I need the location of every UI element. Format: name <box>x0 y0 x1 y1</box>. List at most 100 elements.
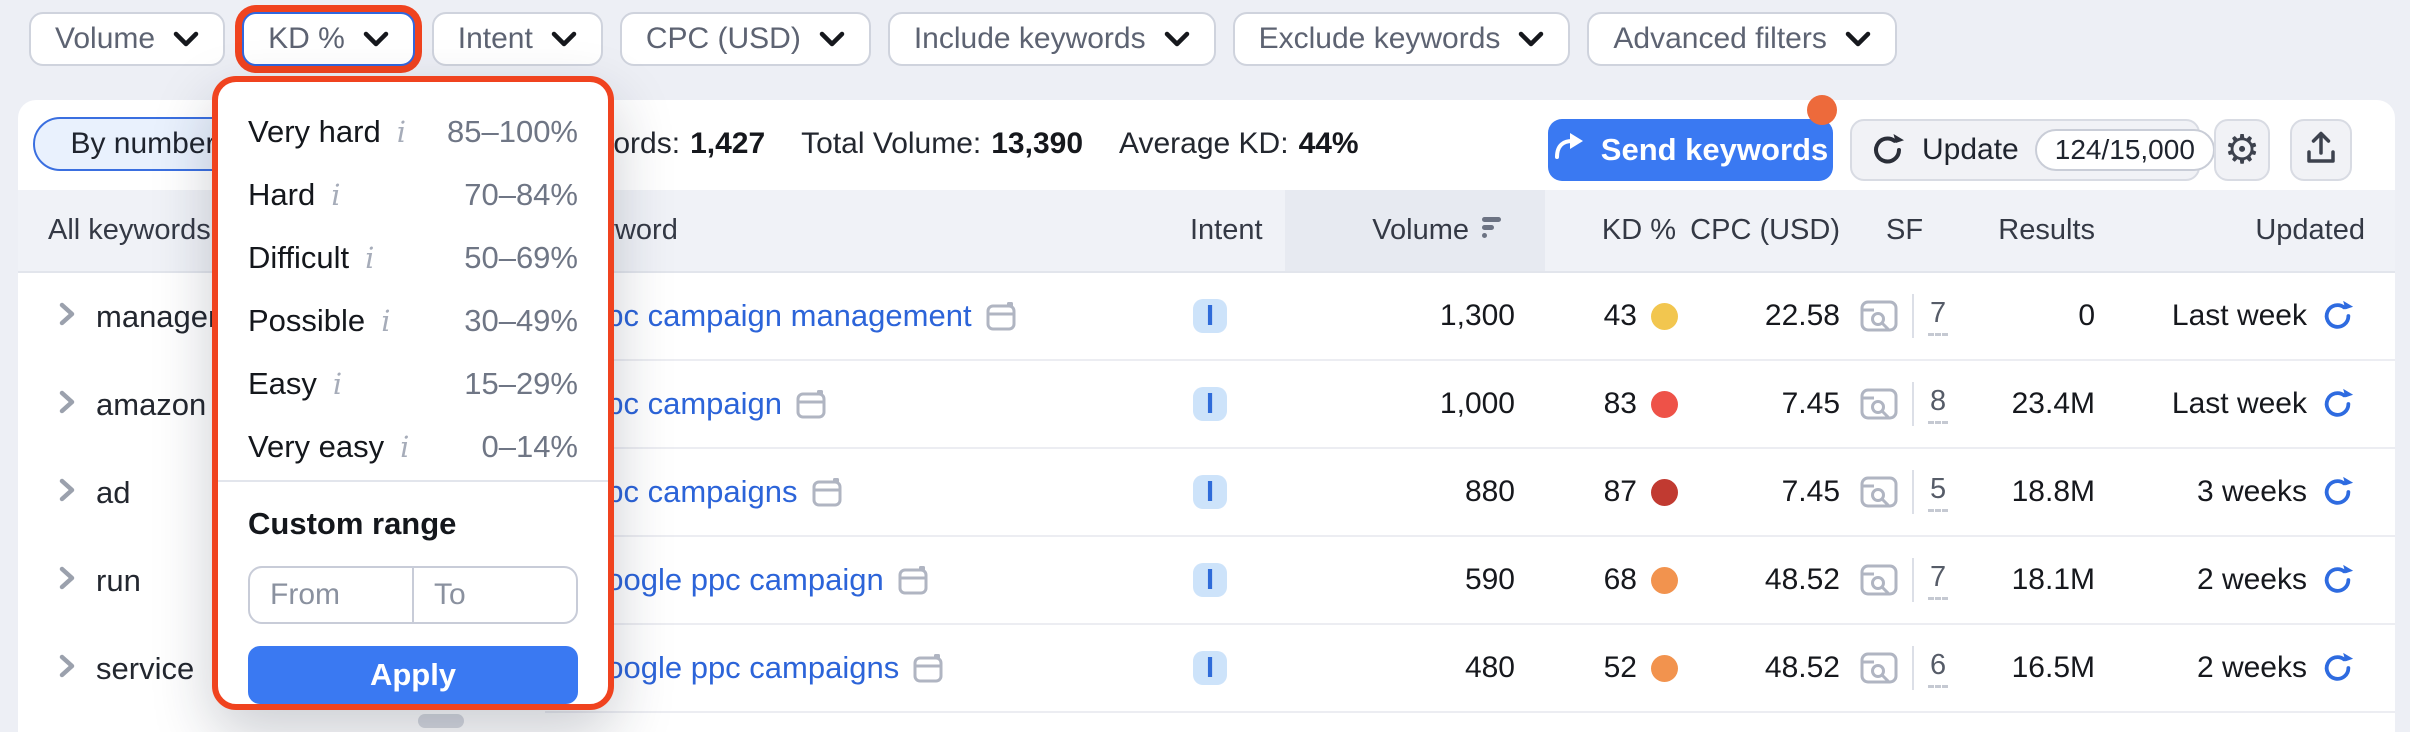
keyword-cell: ppc campaign <box>545 386 1135 422</box>
chevron-right-icon <box>58 563 76 599</box>
intent-badge[interactable]: I <box>1193 475 1227 509</box>
horizontal-scrollbar-thumb[interactable] <box>418 714 464 728</box>
total-volume-value: 13,390 <box>991 127 1084 160</box>
kd-difficulty-option[interactable]: Very easy i 0–14% <box>218 415 608 478</box>
column-header-cpc[interactable]: CPC (USD) <box>1690 214 1840 246</box>
update-button[interactable]: Update 124/15,000 <box>1850 119 2215 181</box>
refresh-keyword-icon[interactable] <box>2321 563 2355 597</box>
info-icon[interactable]: i <box>381 303 391 338</box>
serp-features-icon[interactable] <box>812 477 842 507</box>
export-button[interactable] <box>2290 119 2352 181</box>
sf-count[interactable]: 8 <box>1928 385 1949 424</box>
serp-preview-icon[interactable] <box>1860 652 1898 684</box>
gear-icon: ⚙ <box>2224 128 2260 172</box>
range-from-input[interactable] <box>250 568 414 622</box>
serp-preview-icon[interactable] <box>1860 476 1898 508</box>
keyword-table-row[interactable]: ppc campaign I 1,000 83 7.45 8 23.4M Las… <box>545 361 2395 449</box>
settings-button[interactable]: ⚙ <box>2214 119 2270 181</box>
column-header-intent[interactable]: Intent <box>1190 214 1263 246</box>
column-header-kd[interactable]: KD % <box>1601 214 1676 246</box>
refresh-keyword-icon[interactable] <box>2321 299 2355 333</box>
chevron-down-icon <box>551 31 577 47</box>
column-header-results[interactable]: Results <box>1998 214 2095 246</box>
send-keywords-button[interactable]: Send keywords <box>1548 119 1833 181</box>
filter-cpc-button[interactable]: CPC (USD) <box>619 12 871 66</box>
serp-features-icon[interactable] <box>898 565 928 595</box>
filter-intent-button[interactable]: Intent <box>431 12 603 66</box>
keyword-table-row[interactable]: ppc campaign management I 1,300 43 22.58… <box>545 273 2395 361</box>
kd-difficulty-dot <box>1651 390 1678 418</box>
sidebar-group-item[interactable]: run <box>18 537 545 625</box>
cell-divider <box>1912 558 1914 602</box>
info-icon[interactable]: i <box>400 429 410 464</box>
updated-text: 2 weeks <box>2196 651 2307 684</box>
send-arrow-icon <box>1553 132 1587 168</box>
sidebar-header-all-keywords[interactable]: All keywords <box>48 214 211 246</box>
sidebar-group-label: ad <box>96 475 131 510</box>
sidebar-group-item[interactable]: amazon <box>18 361 545 449</box>
sf-count[interactable]: 5 <box>1928 473 1949 512</box>
serp-features-icon[interactable] <box>796 389 826 419</box>
keyword-table-row[interactable]: ppc campaigns I 880 87 7.45 5 18.8M 3 we… <box>545 449 2395 537</box>
info-icon[interactable]: i <box>331 177 341 212</box>
sf-count[interactable]: 7 <box>1928 561 1949 600</box>
column-header-keyword[interactable]: Keyword <box>565 214 678 246</box>
intent-badge[interactable]: I <box>1193 387 1227 421</box>
column-header-volume[interactable]: Volume <box>1285 190 1545 271</box>
refresh-keyword-icon[interactable] <box>2321 651 2355 685</box>
kd-difficulty-option[interactable]: Possible i 30–49% <box>218 289 608 352</box>
chevron-down-icon <box>173 31 199 47</box>
column-header-updated[interactable]: Updated <box>2255 214 2365 246</box>
keyword-cell: google ppc campaign <box>545 562 1135 598</box>
kd-difficulty-option[interactable]: Easy i 15–29% <box>218 352 608 415</box>
dropdown-divider <box>218 480 608 482</box>
chevron-right-icon <box>58 475 76 511</box>
filter-include-keywords-button[interactable]: Include keywords <box>887 12 1216 66</box>
kd-difficulty-option[interactable]: Very hard i 85–100% <box>218 100 608 163</box>
kd-difficulty-option[interactable]: Hard i 70–84% <box>218 163 608 226</box>
intent-badge[interactable]: I <box>1193 299 1227 333</box>
keyword-link[interactable]: google ppc campaigns <box>589 650 900 685</box>
serp-features-icon[interactable] <box>913 653 943 683</box>
intent-badge[interactable]: I <box>1193 563 1227 597</box>
filter-advanced-filters-button[interactable]: Advanced filters <box>1587 12 1897 66</box>
kd-difficulty-option[interactable]: Difficult i 50–69% <box>218 226 608 289</box>
info-icon[interactable]: i <box>332 366 343 401</box>
keyword-table-row[interactable]: google ppc campaign I 590 68 48.52 7 18.… <box>545 537 2395 625</box>
keyword-table-body: ppc campaign management I 1,300 43 22.58… <box>18 273 2395 713</box>
refresh-keyword-icon[interactable] <box>2321 387 2355 421</box>
column-header-sf[interactable]: SF <box>1886 214 1924 246</box>
filter-volume-label: Volume <box>55 22 156 55</box>
kd-cell: 43 <box>1545 299 1690 333</box>
sidebar-group-item[interactable]: ad <box>18 449 545 537</box>
keyword-table-row[interactable]: google ppc campaigns I 480 52 48.52 6 16… <box>545 625 2395 713</box>
refresh-keyword-icon[interactable] <box>2321 475 2355 509</box>
kd-cell: 87 <box>1545 475 1690 509</box>
sf-count[interactable]: 6 <box>1928 649 1949 688</box>
intent-badge[interactable]: I <box>1193 651 1227 685</box>
filter-exclude-keywords-button[interactable]: Exclude keywords <box>1232 12 1571 66</box>
range-to-input[interactable] <box>414 568 576 622</box>
keyword-link[interactable]: ppc campaigns <box>589 474 798 509</box>
updated-cell: 2 weeks <box>2105 651 2395 685</box>
sf-count[interactable]: 7 <box>1928 297 1949 336</box>
filter-kd-button[interactable]: KD % <box>242 12 415 66</box>
sf-cell: 8 <box>1850 382 1985 426</box>
keyword-link[interactable]: ppc campaign <box>589 386 783 421</box>
keyword-link[interactable]: ppc campaign management <box>589 298 972 333</box>
updated-text: 3 weeks <box>2196 475 2307 508</box>
serp-features-icon[interactable] <box>986 301 1016 331</box>
serp-preview-icon[interactable] <box>1860 300 1898 332</box>
filter-volume-button[interactable]: Volume <box>29 12 226 66</box>
export-icon <box>2305 131 2337 170</box>
keyword-link[interactable]: google ppc campaign <box>589 562 884 597</box>
serp-preview-icon[interactable] <box>1860 388 1898 420</box>
sidebar-group-label: amazon <box>96 387 207 422</box>
sidebar-group-item[interactable]: service <box>18 625 545 713</box>
info-icon[interactable]: i <box>396 114 406 149</box>
serp-preview-icon[interactable] <box>1860 564 1898 596</box>
apply-button[interactable]: Apply <box>248 646 578 704</box>
filter-intent-label: Intent <box>457 22 533 55</box>
kd-option-label: Hard <box>248 176 316 212</box>
info-icon[interactable]: i <box>365 240 375 275</box>
